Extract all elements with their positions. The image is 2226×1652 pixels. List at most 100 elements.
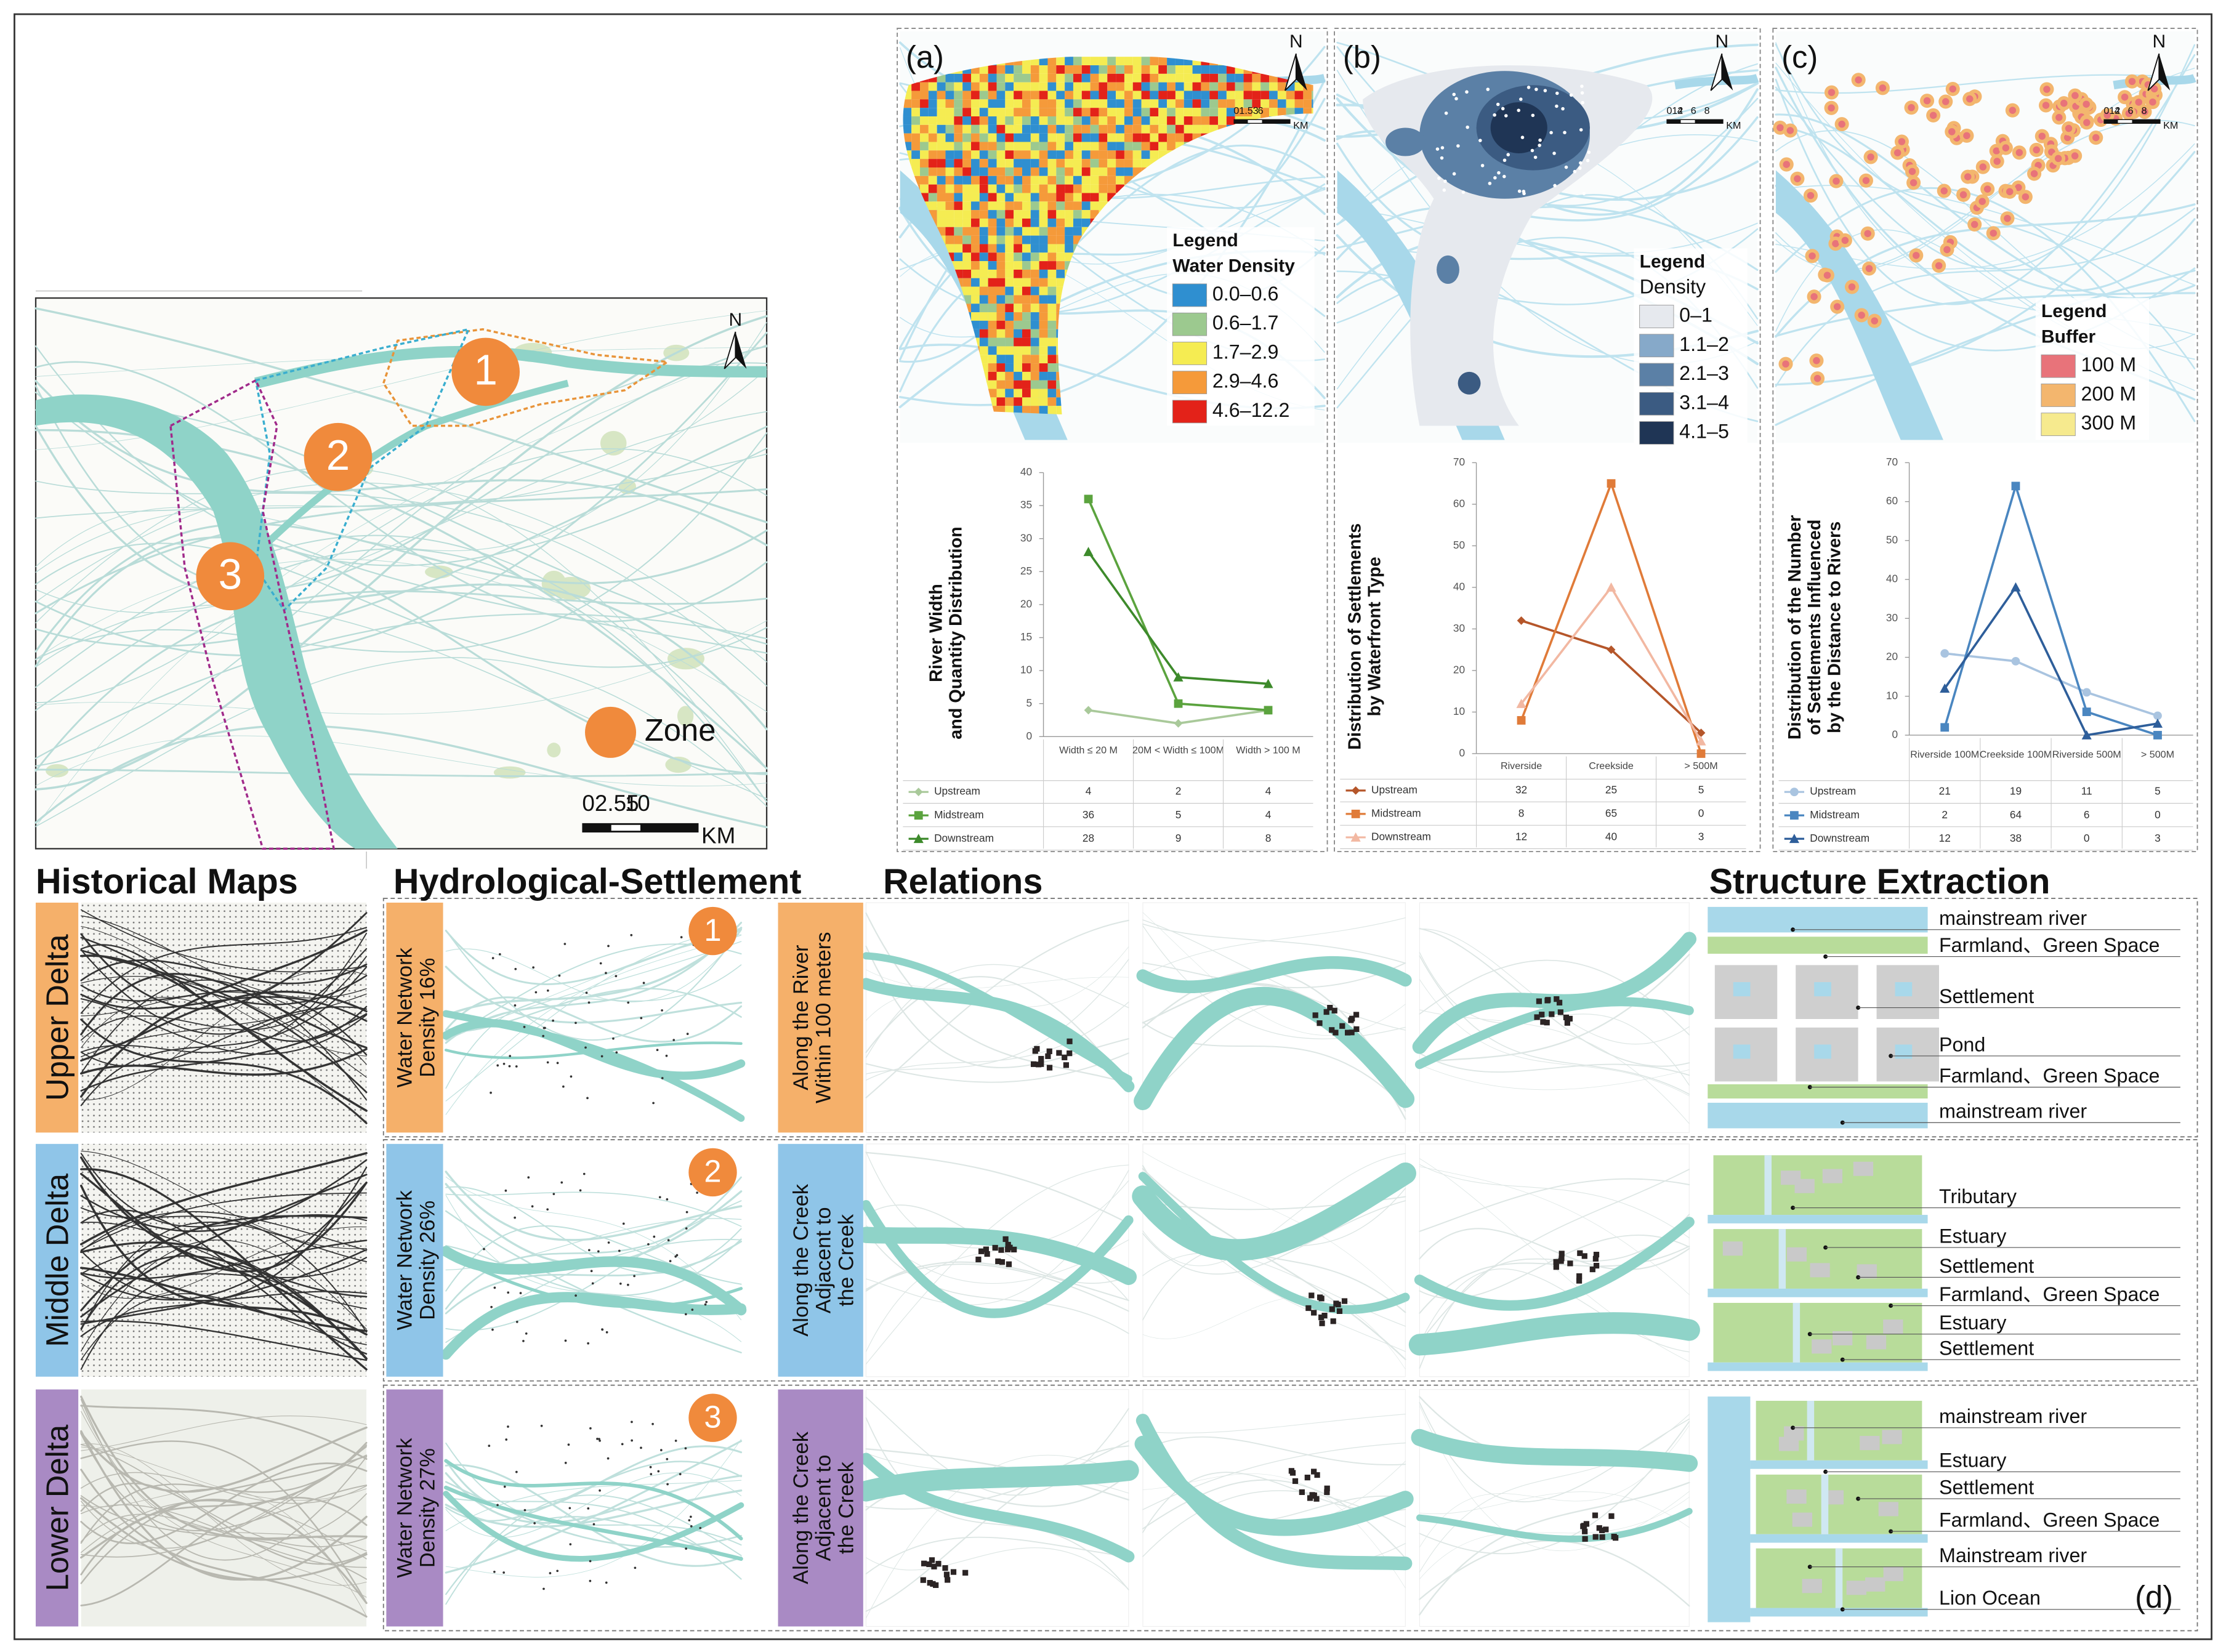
river (1142, 1296, 1406, 1369)
density-cell (996, 150, 1006, 159)
density-cell (1014, 252, 1022, 262)
settlement-dot (601, 1328, 604, 1331)
density-cell (1226, 99, 1235, 108)
density-cell (1167, 108, 1176, 117)
density-cell (971, 82, 980, 91)
density-cell (1005, 261, 1014, 270)
settlement-block (1067, 1050, 1073, 1057)
settlement-block (1567, 1260, 1573, 1267)
zone-number: 1 (474, 345, 497, 393)
density-cell (1022, 371, 1031, 381)
density-cell (1065, 99, 1073, 108)
density-cell (1124, 150, 1133, 159)
buffer-core (1807, 191, 1815, 199)
density-cell (1014, 108, 1022, 117)
river (80, 1013, 368, 1092)
density-cell (1005, 371, 1014, 381)
density-cell (1116, 108, 1124, 117)
density-cell (979, 320, 988, 329)
river (865, 1263, 1129, 1312)
settlement-block (1304, 1475, 1310, 1481)
density-cell (1235, 91, 1244, 100)
settlement-point (1561, 107, 1565, 111)
settlement-point (1520, 135, 1525, 139)
settlement-block (999, 1259, 1006, 1265)
settlement-block (930, 1581, 936, 1587)
settlement-block (1341, 1298, 1348, 1304)
density-cell (920, 116, 929, 125)
density-cell (1014, 278, 1022, 287)
density-cell (1090, 57, 1099, 66)
density-cell (1124, 65, 1133, 74)
density-cell (1014, 116, 1022, 125)
settlement-dot (496, 1064, 499, 1067)
zone-marker (196, 542, 265, 611)
density-cell (1073, 218, 1082, 227)
density-cell (1022, 355, 1031, 364)
settlement-dot (607, 1241, 610, 1244)
density-cell (920, 124, 929, 134)
density-cell (1116, 124, 1124, 134)
river (81, 993, 367, 1058)
settlement-dot (657, 1470, 660, 1473)
settlement-block (1833, 1331, 1853, 1346)
river (34, 345, 768, 590)
settlement-block (1318, 1295, 1325, 1302)
density-cell (1107, 184, 1116, 193)
density-cell (945, 235, 954, 244)
density-cell (979, 91, 988, 100)
density-cell (1030, 193, 1039, 202)
structure-label: Farmland、Green Space (1939, 1283, 2160, 1305)
density-cell (1158, 116, 1167, 125)
settlement-dot (507, 1425, 509, 1428)
data-point (1517, 616, 1526, 625)
density-cell (1073, 184, 1082, 193)
density-cell (1030, 363, 1039, 372)
density-cell (979, 278, 988, 287)
density-cell (1014, 380, 1022, 389)
density-cell (1022, 201, 1031, 211)
density-cell (1073, 167, 1082, 176)
density-cell (1116, 99, 1124, 108)
density-label: Density 27% (416, 1448, 440, 1568)
settlement-dot (618, 1249, 621, 1252)
density-cell (996, 235, 1006, 244)
buffer-core (1993, 147, 2000, 155)
river (1775, 126, 2196, 292)
river (865, 1231, 1129, 1334)
density-cell (1158, 91, 1167, 100)
density-cell (1014, 210, 1022, 219)
settlement-dot (605, 972, 607, 975)
density-cell (1039, 82, 1048, 91)
settlement-dot (652, 1102, 655, 1105)
density-cell (1243, 82, 1252, 91)
scale-label: 02.55 (582, 791, 639, 816)
scale-bar (1248, 120, 1262, 123)
decoration (34, 28, 2198, 1632)
settlement-block (1299, 1489, 1305, 1496)
structure-label: Settlement (1939, 1255, 2034, 1277)
density-cell (1056, 201, 1065, 211)
density-blob (1437, 255, 1459, 284)
table-value: 5 (1698, 783, 1704, 796)
settlement-block (942, 1565, 948, 1571)
river (1136, 956, 1412, 994)
settlement-dot (505, 1438, 508, 1441)
density-cell (988, 227, 997, 236)
legend-label: 300 M (2081, 412, 2136, 434)
y-tick-label: 70 (1453, 456, 1465, 468)
density-cell (911, 82, 921, 91)
settlement-block (1567, 1015, 1573, 1022)
river (34, 425, 768, 731)
river (80, 909, 367, 973)
zone-number: 2 (326, 431, 350, 479)
density-cell (1030, 320, 1039, 329)
settlement-point (1452, 172, 1456, 176)
density-cell (1107, 73, 1116, 83)
density-cell (1047, 252, 1057, 262)
y-tick-label: 70 (1886, 456, 1898, 468)
settlement-block (950, 1569, 957, 1575)
river (34, 542, 768, 668)
settlement-block (1544, 997, 1551, 1004)
density-cell (1226, 73, 1235, 83)
